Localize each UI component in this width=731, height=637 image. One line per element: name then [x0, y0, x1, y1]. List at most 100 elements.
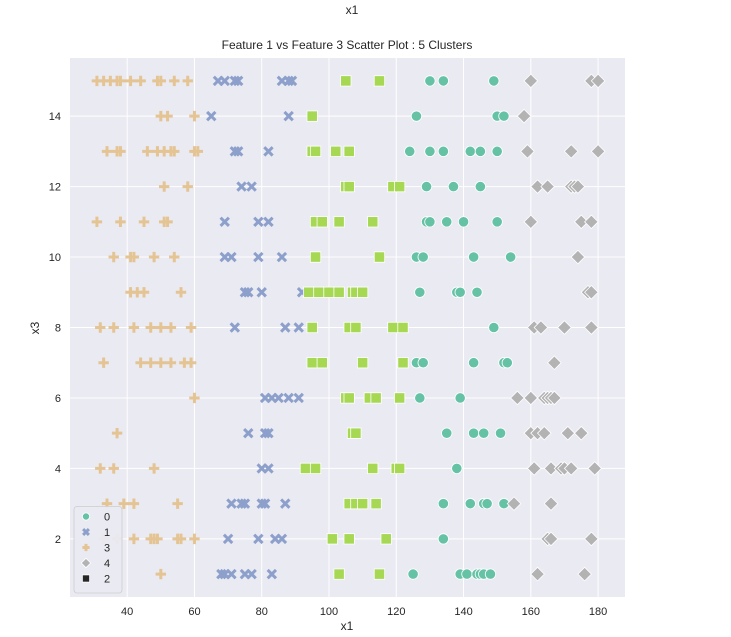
data-point	[350, 427, 362, 439]
y-tick-label: 14	[49, 111, 61, 123]
data-point	[454, 286, 466, 298]
data-point	[474, 180, 486, 193]
data-point	[222, 533, 234, 545]
data-point	[232, 146, 244, 157]
data-point	[293, 392, 304, 404]
legend-label: 2	[104, 574, 110, 586]
data-point	[474, 145, 486, 157]
data-point	[135, 357, 146, 368]
data-point	[451, 462, 463, 475]
data-point	[239, 287, 251, 298]
legend-box	[73, 506, 123, 594]
data-point	[280, 498, 291, 509]
data-point	[243, 287, 254, 298]
data-point	[481, 498, 493, 510]
y-tick-label: 6	[55, 393, 61, 405]
data-point	[155, 75, 167, 87]
data-point	[101, 146, 113, 157]
data-point	[563, 144, 579, 159]
data-point	[577, 566, 592, 582]
data-point	[547, 390, 562, 406]
data-point	[309, 251, 322, 263]
data-point	[570, 249, 586, 265]
data-point	[437, 75, 449, 87]
data-point	[172, 498, 183, 509]
data-point	[394, 392, 406, 404]
data-point	[185, 357, 197, 368]
data-point	[226, 498, 237, 509]
data-points	[91, 73, 606, 582]
data-point	[175, 287, 187, 298]
data-point	[316, 216, 328, 228]
data-point	[510, 390, 525, 406]
data-point	[333, 216, 345, 228]
data-point	[387, 321, 399, 334]
data-point	[253, 533, 264, 545]
data-point	[316, 357, 328, 369]
data-point	[543, 496, 559, 511]
data-point	[464, 498, 476, 510]
data-point	[441, 427, 453, 439]
data-point	[530, 566, 545, 582]
data-point	[587, 461, 603, 476]
series-2	[299, 75, 409, 580]
data-point	[229, 75, 241, 87]
data-point	[148, 251, 160, 263]
data-point	[414, 392, 426, 404]
data-point	[115, 216, 126, 228]
data-point	[343, 533, 355, 545]
legend: 0 1 3 4 2	[73, 506, 123, 594]
data-point	[299, 462, 312, 475]
data-point	[286, 75, 298, 87]
data-point	[162, 110, 173, 122]
data-point	[498, 110, 510, 122]
data-point	[491, 216, 503, 228]
data-point	[584, 214, 599, 230]
data-point	[226, 251, 237, 263]
data-point	[494, 427, 507, 439]
data-point	[520, 144, 535, 159]
data-point	[263, 216, 274, 228]
data-point	[283, 110, 294, 122]
legend-label: 4	[104, 558, 110, 570]
series-4	[506, 73, 606, 582]
data-point	[343, 180, 355, 193]
data-point	[340, 75, 352, 87]
data-point	[128, 533, 140, 545]
x-tick-label: 160	[522, 606, 540, 618]
x-tick-label: 40	[121, 606, 133, 618]
data-point	[505, 251, 517, 263]
data-point	[189, 392, 200, 404]
data-point	[447, 180, 460, 193]
data-point	[253, 251, 264, 263]
data-point	[306, 321, 318, 334]
data-point	[259, 427, 271, 439]
data-point	[547, 355, 562, 371]
data-point	[326, 533, 338, 545]
data-point	[239, 498, 251, 509]
data-point	[573, 214, 589, 230]
y-axis-label: x3	[28, 321, 42, 334]
data-point	[138, 216, 150, 228]
data-point	[468, 357, 480, 369]
data-point	[128, 251, 140, 263]
legend-marker	[82, 543, 90, 552]
data-point	[246, 181, 257, 192]
data-point	[414, 286, 426, 298]
data-point	[165, 357, 177, 368]
data-point	[333, 286, 345, 298]
data-point	[128, 322, 140, 333]
data-point	[259, 498, 271, 509]
data-point	[108, 322, 119, 333]
data-point	[162, 216, 173, 228]
y-tick-label: 2	[55, 534, 61, 546]
data-point	[523, 390, 539, 406]
data-point	[557, 320, 572, 335]
data-point	[464, 145, 476, 157]
data-point	[367, 462, 379, 475]
data-point	[280, 322, 291, 333]
data-point	[229, 146, 241, 157]
data-point	[192, 146, 204, 157]
data-point	[536, 425, 552, 441]
